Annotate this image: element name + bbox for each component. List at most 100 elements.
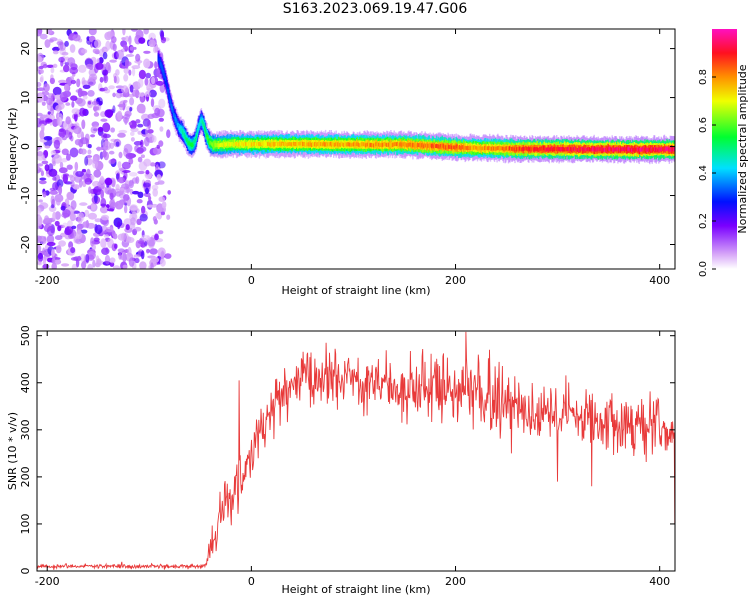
noise-blob (41, 91, 50, 96)
noise-blob (49, 190, 58, 195)
noise-blob (92, 48, 100, 54)
ridge-cell (514, 146, 516, 151)
noise-blob (55, 245, 62, 254)
noise-blob (58, 128, 67, 138)
noise-blob (58, 240, 66, 247)
ridge-cell (651, 148, 653, 153)
snr-line (37, 331, 675, 570)
noise-blob (52, 63, 58, 68)
ridge-cell (433, 143, 435, 148)
ridge-cell (373, 143, 375, 148)
noise-blob (130, 137, 135, 142)
noise-blob (122, 170, 131, 173)
ridge-cell (503, 147, 506, 152)
ridge-cell (440, 144, 443, 149)
noise-blob (158, 196, 166, 202)
noise-blob (38, 180, 47, 185)
noise-blob (61, 263, 70, 267)
ridge-cell (449, 145, 451, 149)
noise-blob (115, 141, 120, 147)
ridge-cell (626, 147, 628, 151)
ridge-cell (359, 143, 361, 148)
noise-blob (75, 171, 84, 177)
ridge-cell (462, 145, 465, 150)
ridge-cell (196, 130, 199, 134)
noise-blob (55, 105, 62, 112)
ridge-cell (480, 146, 482, 150)
ridge-cell (367, 142, 369, 147)
ridge-cell (495, 146, 497, 151)
noise-blob (37, 218, 43, 227)
ridge-cell (590, 147, 592, 152)
ridge-cell (226, 143, 229, 147)
noise-blob (121, 85, 129, 94)
noise-blob (64, 83, 70, 92)
ridge-cell (585, 147, 587, 151)
ridge-cell (214, 142, 216, 147)
ridge-cell (286, 142, 288, 147)
ridge-cell (353, 142, 355, 147)
noise-blob (71, 101, 75, 108)
ridge-cell (663, 147, 665, 152)
ridge-cell (566, 147, 568, 151)
ridge-cell (462, 145, 464, 150)
noise-blob (86, 63, 93, 69)
ridge-cell (378, 143, 381, 147)
snr-frame (36, 330, 676, 572)
noise-blob (42, 64, 48, 69)
ridge-cell (373, 143, 376, 147)
ridge-cell (472, 145, 475, 150)
ridge-cell (653, 147, 655, 152)
ridge-cell (614, 147, 616, 152)
ridge-cell (337, 142, 339, 147)
ridge-cell (263, 142, 265, 146)
y-tick-label: 300 (19, 419, 32, 440)
ridge-cell (284, 141, 287, 147)
ridge-cell (612, 147, 614, 152)
noise-blob (80, 137, 89, 145)
ridge-cell (208, 139, 210, 143)
ridge-cell (397, 142, 399, 148)
ridge-cell (445, 145, 448, 150)
noise-blob (114, 200, 124, 210)
ridge-cell (283, 141, 285, 146)
noise-blob (91, 101, 99, 106)
ridge-cell (535, 147, 537, 151)
noise-blob (52, 50, 59, 55)
ridge-cell (177, 123, 179, 127)
noise-blob (166, 214, 171, 220)
ridge-cell (537, 147, 539, 152)
ridge-cell (302, 141, 304, 147)
noise-blob (72, 210, 80, 214)
ridge-cell (206, 135, 208, 139)
ridge-cell (244, 142, 247, 146)
noise-blob (135, 176, 140, 185)
noise-blob (102, 140, 111, 151)
ridge-cell (268, 142, 270, 147)
ridge-cell (159, 60, 161, 65)
ridge-cell (518, 147, 520, 152)
ridge-cell (383, 142, 386, 147)
ridge-cell (429, 143, 431, 148)
ridge-cell (499, 146, 501, 151)
noise-blob (52, 46, 60, 52)
ridge-cell (415, 142, 417, 147)
ridge-cell (656, 147, 658, 152)
noise-blob (44, 164, 50, 172)
noise-blob (123, 99, 128, 103)
noise-blob (87, 263, 93, 269)
ridge-cell (345, 142, 347, 147)
x-tick-label: 200 (445, 575, 466, 588)
noise-blob (137, 170, 145, 175)
noise-blob (70, 200, 77, 210)
noise-blob (130, 131, 135, 136)
ridge-cell (534, 147, 537, 152)
noise-blob (66, 164, 73, 170)
ridge-cell (558, 147, 560, 151)
noise-blob (72, 184, 80, 190)
ridge-cell (258, 142, 261, 147)
ridge-cell (287, 141, 289, 146)
ridge-cell (581, 147, 583, 151)
noise-blob (50, 150, 56, 156)
ridge-cell (453, 145, 455, 149)
